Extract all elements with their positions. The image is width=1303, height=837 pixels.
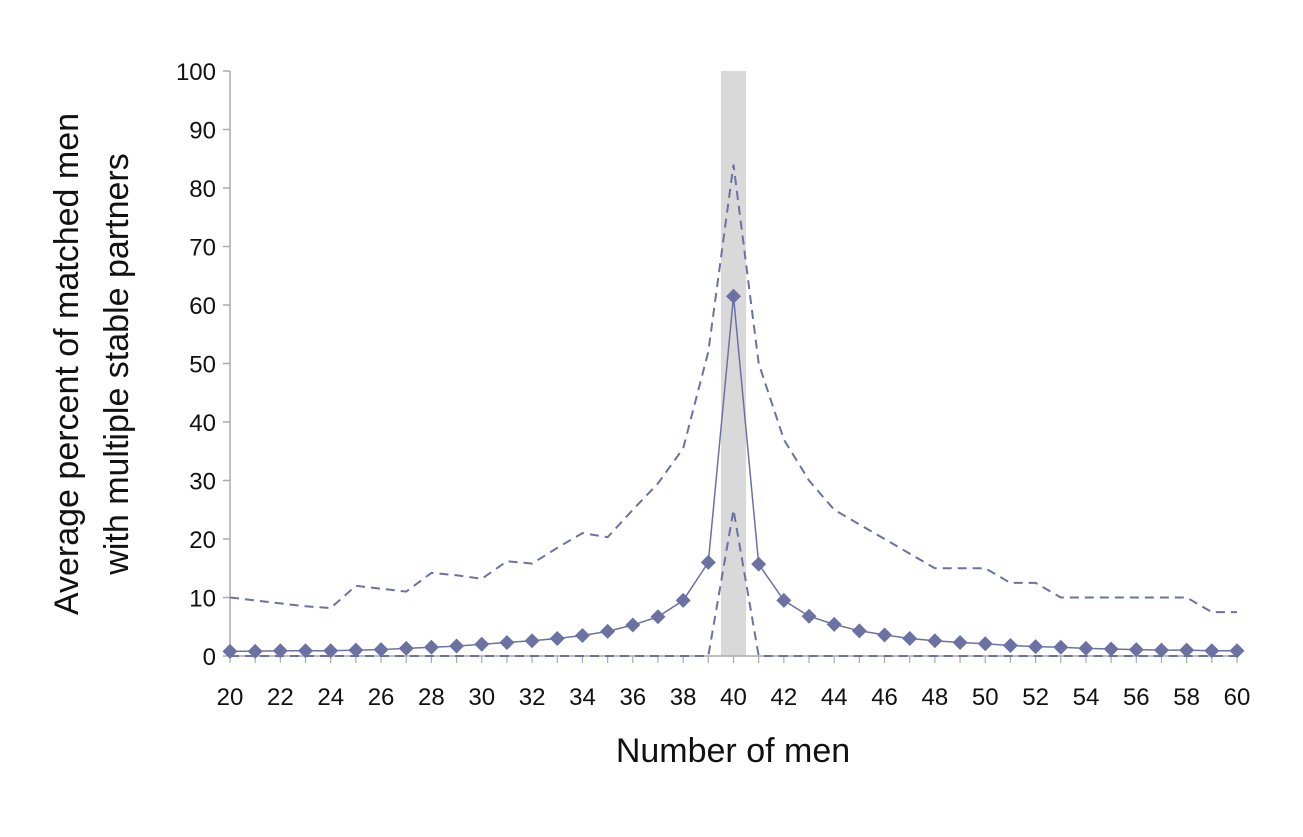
data-point-diamond: [977, 636, 993, 652]
data-point-diamond: [776, 592, 792, 608]
x-tick-label: 26: [368, 684, 395, 711]
x-tick-label: 28: [418, 684, 445, 711]
data-point-diamond: [1002, 637, 1018, 653]
data-point-diamond: [1128, 642, 1144, 658]
y-tick-label: 30: [189, 469, 216, 496]
data-point-diamond: [851, 623, 867, 639]
data-point-diamond: [600, 623, 616, 639]
x-tick-label: 36: [619, 684, 646, 711]
x-tick-label: 44: [821, 684, 848, 711]
data-point-diamond: [423, 639, 439, 655]
data-point-diamond: [726, 288, 741, 304]
data-point-diamond: [499, 635, 515, 651]
x-tick-label: 60: [1224, 684, 1251, 711]
x-tick-label: 42: [770, 684, 797, 711]
data-point-diamond: [826, 616, 842, 632]
data-point-diamond: [751, 556, 767, 572]
data-point-diamond: [1153, 642, 1169, 658]
x-tick-label: 30: [468, 684, 495, 711]
data-point-diamond: [524, 633, 540, 649]
data-point-diamond: [398, 640, 414, 656]
dashed-series-line-2: [230, 509, 1237, 657]
x-tick-label: 56: [1123, 684, 1150, 711]
x-tick-label: 58: [1173, 684, 1200, 711]
data-point-diamond: [700, 554, 716, 570]
x-tick-labels: 20 22 24 26 28 30 32 34 36 38 40 42 44 46 48 50 52 54 56 58…: [217, 656, 1251, 711]
data-point-diamond: [1028, 639, 1044, 655]
y-tick-label: 60: [189, 293, 216, 320]
data-point-diamond: [675, 592, 691, 608]
y-tick-label: 40: [189, 410, 216, 437]
y-tick-label: 0: [203, 644, 216, 671]
data-point-diamond: [549, 630, 565, 646]
data-point-diamond: [1229, 643, 1245, 659]
y-tick-label: 10: [189, 586, 216, 613]
data-point-diamond: [474, 636, 490, 652]
x-tick-label: 48: [922, 684, 949, 711]
data-point-diamond: [650, 609, 666, 625]
y-tick-label: 80: [189, 176, 216, 203]
data-point-diamond: [1078, 640, 1094, 656]
x-tick-label: 24: [317, 684, 344, 711]
y-tick-labels: 0 10 20 30 40 50 60 70 80 90 100: [176, 59, 230, 671]
x-tick-label: 34: [569, 684, 596, 711]
x-tick-label: 38: [670, 684, 697, 711]
data-point-diamond: [952, 635, 968, 651]
data-point-diamond: [1103, 641, 1119, 657]
y-tick-label: 50: [189, 352, 216, 379]
x-axis-title: Number of men: [616, 732, 850, 770]
y-tick-label: 90: [189, 118, 216, 145]
x-tick-label: 40: [720, 684, 747, 711]
data-point-diamond: [1053, 639, 1069, 655]
y-axis-title-line-1: Average percent of matched men: [48, 113, 86, 615]
dashed-series-line-1: [229, 164, 1237, 614]
data-point-diamond: [449, 638, 465, 654]
highlight-band: [720, 71, 747, 656]
data-point-diamond: [1179, 642, 1195, 658]
y-tick-label: 20: [189, 527, 216, 554]
data-point-diamond: [625, 617, 641, 633]
data-point-diamond: [574, 628, 590, 644]
x-tick-label: 22: [267, 684, 294, 711]
data-point-diamond: [373, 642, 389, 658]
data-point-diamond: [801, 608, 817, 624]
data-point-diamond: [272, 643, 288, 659]
data-point-diamond: [323, 643, 339, 659]
data-point-diamond: [877, 627, 893, 643]
y-tick-label: 70: [189, 235, 216, 262]
x-tick-label: 32: [519, 684, 546, 711]
data-point-diamond: [348, 642, 364, 658]
x-tick-label: 50: [972, 684, 999, 711]
data-point-diamond: [298, 643, 314, 659]
x-tick-label: 52: [1022, 684, 1049, 711]
x-tick-label: 54: [1073, 684, 1100, 711]
x-tick-label: 20: [217, 684, 244, 711]
series-layer: [222, 164, 1245, 659]
y-tick-label: 100: [176, 59, 216, 86]
data-point-diamond: [902, 630, 918, 646]
x-tick-label: 46: [871, 684, 898, 711]
data-point-diamond: [927, 633, 943, 649]
data-point-diamond: [1204, 643, 1220, 659]
y-axis-title-line-2: with multiple stable partners: [98, 153, 136, 575]
